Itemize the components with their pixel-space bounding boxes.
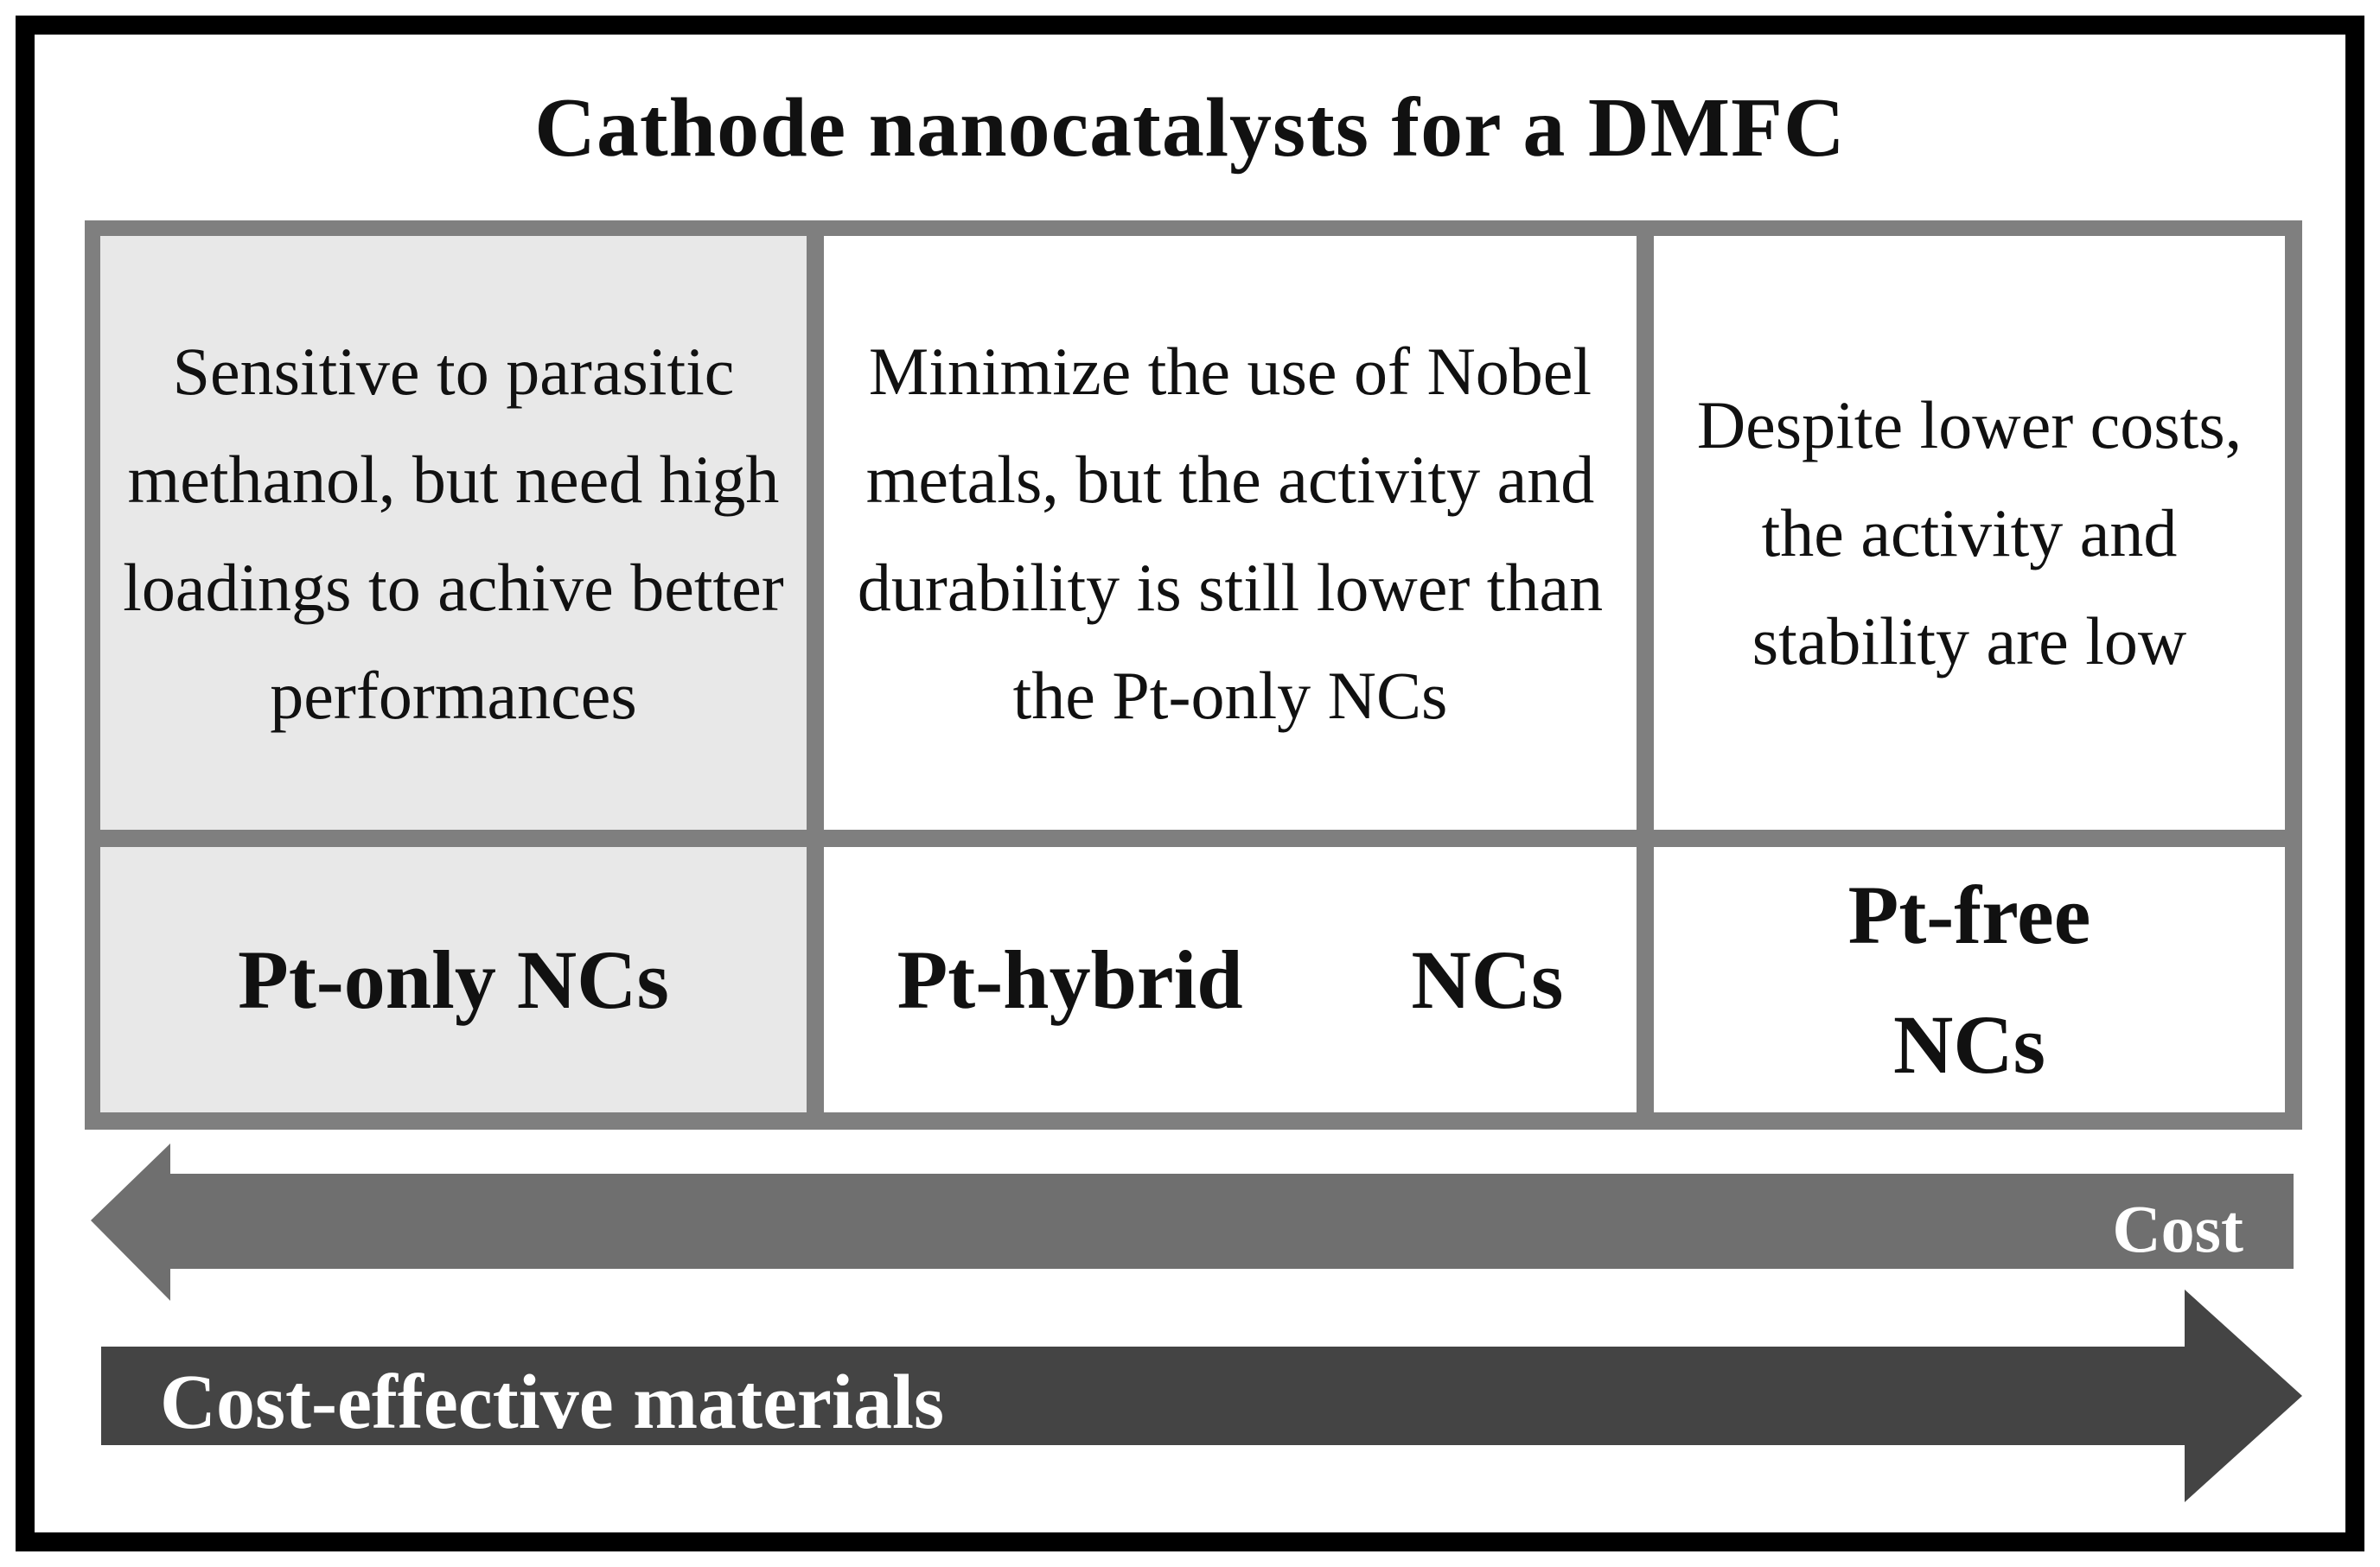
pt-hybrid-description-cell: Minimize the use of Nobel metals, but th… bbox=[824, 236, 1637, 830]
pt-hybrid-label-part-2: NCs bbox=[1411, 933, 1564, 1026]
diagram-title: Cathode nanocatalysts for a DMFC bbox=[534, 81, 1846, 175]
pt-free-description-cell: Despite lower costs, the activity and st… bbox=[1654, 236, 2285, 830]
pt-hybrid-label-part-1: Pt-hybrid bbox=[896, 933, 1243, 1026]
pt-free-description: Despite lower costs, the activity and st… bbox=[1696, 387, 2243, 678]
pt-only-description-cell: Sensitive to parasitic methanol, but nee… bbox=[100, 236, 807, 830]
pt-free-label: Pt-free NCs bbox=[1847, 868, 2091, 1091]
cost-effective-arrow-label: Cost-effective materials bbox=[160, 1360, 945, 1445]
pt-hybrid-label-cell: Pt-hybrid NCs bbox=[824, 847, 1637, 1112]
cost-arrow-label: Cost bbox=[2112, 1191, 2243, 1266]
cost-arrow-left-icon bbox=[91, 1143, 2294, 1301]
pt-hybrid-label: Pt-hybrid NCs bbox=[897, 915, 1564, 1045]
pt-only-description: Sensitive to parasitic methanol, but nee… bbox=[123, 333, 784, 733]
pt-hybrid-description: Minimize the use of Nobel metals, but th… bbox=[857, 333, 1604, 733]
pt-free-label-cell: Pt-free NCs bbox=[1654, 847, 2285, 1112]
pt-only-label-cell: Pt-only NCs bbox=[100, 847, 807, 1112]
cost-effective-arrow-right-icon bbox=[101, 1290, 2302, 1502]
catalyst-table: Sensitive to parasitic methanol, but nee… bbox=[85, 220, 2302, 1130]
pt-only-label: Pt-only NCs bbox=[238, 933, 669, 1026]
